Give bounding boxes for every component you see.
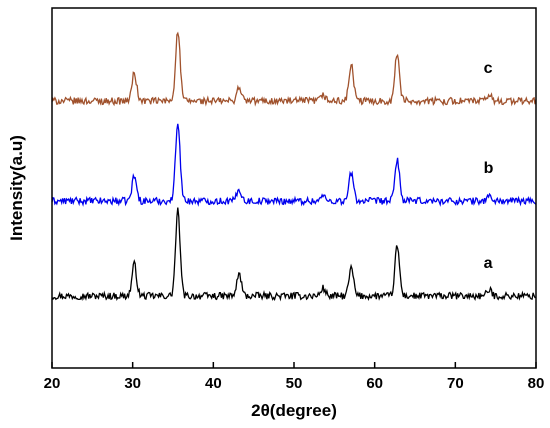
- x-tick-label: 40: [205, 375, 222, 392]
- y-axis-title: Intensity(a.u): [7, 135, 26, 241]
- series-line-b: [51, 123, 537, 207]
- x-tick-label: 30: [124, 375, 141, 392]
- x-tick-label: 80: [528, 375, 545, 392]
- x-tick-label: 70: [447, 375, 464, 392]
- x-tick-label: 60: [366, 375, 383, 392]
- series-layer: [51, 31, 537, 302]
- series-label-c: c: [484, 60, 493, 77]
- series-line-a: [51, 207, 537, 302]
- x-axis: 20 30 40 50 60 70 80: [44, 362, 545, 392]
- series-labels: a b c: [484, 60, 494, 272]
- x-tick-label: 50: [286, 375, 303, 392]
- x-axis-title: 2θ(degree): [251, 401, 337, 420]
- x-tick-label: 20: [44, 375, 61, 392]
- plot-frame: [51, 7, 537, 369]
- series-label-a: a: [484, 255, 493, 272]
- series-label-b: b: [484, 160, 494, 177]
- series-line-c: [51, 31, 537, 107]
